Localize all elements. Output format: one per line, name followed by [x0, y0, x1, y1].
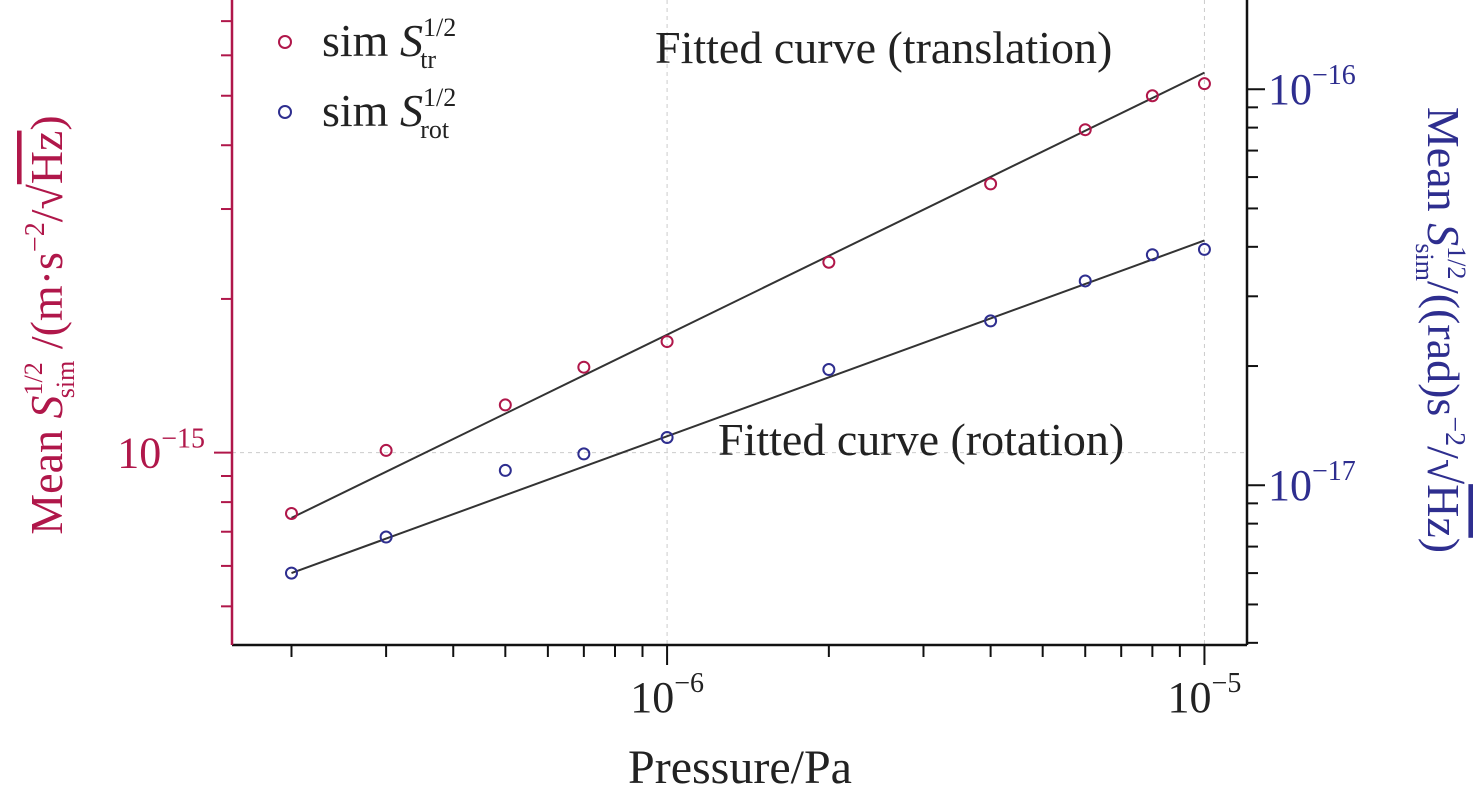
point-rotation	[1145, 248, 1159, 262]
annotation-translation: Fitted curve (translation)	[655, 22, 1112, 73]
point-rotation	[822, 363, 836, 377]
point-translation	[1145, 89, 1159, 103]
point-translation	[284, 506, 298, 520]
point-rotation	[660, 430, 674, 444]
y-right-tick-label: 10−17	[1268, 456, 1356, 510]
fit-line-rotation	[291, 239, 1205, 575]
y-right-tick-label: 10−16	[1268, 60, 1356, 114]
labels: 10−6 10−5 10−15 10−16 10−17 Pressure/Pa Mean S…	[19, 13, 1471, 794]
y-right-axis-label: Mean S1/2sim/((rad)s−2/√Hz)	[1410, 107, 1471, 553]
ticks	[214, 20, 1265, 665]
point-rotation	[1078, 274, 1092, 288]
point-translation	[379, 443, 393, 457]
x-tick-label: 10−5	[1168, 668, 1242, 722]
grid	[232, 0, 1247, 645]
point-translation	[1078, 123, 1092, 137]
data-points	[284, 77, 1211, 580]
y-left-axis-label: Mean S1/2 sim /(m·s−2/√Hz)	[19, 115, 80, 534]
legend-entry: sim S1/2 tr	[322, 13, 456, 74]
point-translation	[822, 255, 836, 269]
legend-marker	[278, 105, 292, 119]
point-rotation	[284, 566, 298, 580]
point-translation	[577, 360, 591, 374]
fit-line-translation	[291, 71, 1205, 519]
point-translation	[498, 398, 512, 412]
point-rotation	[379, 530, 393, 544]
legend-entry: sim S1/2 rot	[322, 83, 456, 144]
fit-lines	[291, 71, 1205, 575]
x-axis-label: Pressure/Pa	[628, 741, 852, 794]
annotation-rotation: Fitted curve (rotation)	[718, 414, 1124, 465]
point-translation	[660, 335, 674, 349]
point-rotation	[498, 463, 512, 477]
legend-marker	[278, 35, 292, 49]
x-tick-label: 10−6	[630, 668, 704, 722]
y-left-tick-label: 10−15	[117, 424, 205, 478]
point-rotation	[577, 447, 591, 461]
point-rotation	[1197, 242, 1211, 256]
point-translation	[984, 177, 998, 191]
point-rotation	[984, 314, 998, 328]
point-translation	[1197, 77, 1211, 91]
